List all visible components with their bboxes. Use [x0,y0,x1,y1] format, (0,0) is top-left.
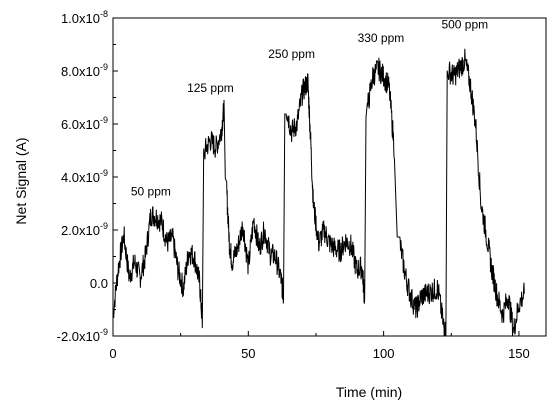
y-axis-title: Net Signal (A) [13,137,29,224]
x-tick-label: 50 [241,346,255,361]
y-tick-exponent: -8 [100,9,108,19]
x-tick-label: 100 [373,346,395,361]
concentration-annotations: 50 ppm 125 ppm 250 ppm 330 ppm 500 ppm [131,18,488,199]
x-tick-label: 0 [109,346,116,361]
y-tick-exponent: -9 [100,168,108,178]
x-tick-label: 150 [508,346,530,361]
series-line-net-signal [112,48,525,337]
y-tick-exponent: -9 [100,62,108,72]
y-tick-label: -2.0x10-9 [57,327,108,344]
y-tick-label: 1.0x10-8 [61,9,108,26]
annotation-label: 500 ppm [441,18,488,32]
x-axis-ticks: 0 50 100 150 [109,331,530,361]
annotation-label: 125 ppm [187,81,234,95]
y-tick-label: 4.0x10-9 [61,168,108,185]
y-tick-exponent: -9 [100,327,108,337]
y-axis-ticks: -2.0x10-9 0.0 2.0x10-9 4.0x10-9 6.0x10-9 8.0x… [57,9,118,344]
annotation-label: 250 ppm [268,47,315,61]
plot-frame [112,17,547,337]
annotation-label: 50 ppm [131,185,171,199]
y-tick-label: 0.0 [90,276,108,291]
y-tick-label: 6.0x10-9 [61,115,108,132]
x-axis-title: Time (min) [336,384,402,400]
annotation-label: 330 ppm [358,31,405,45]
y-tick-exponent: -9 [100,221,108,231]
y-tick-label: 8.0x10-9 [61,62,108,79]
y-tick-exponent: -9 [100,115,108,125]
y-tick-label: 2.0x10-9 [61,221,108,238]
